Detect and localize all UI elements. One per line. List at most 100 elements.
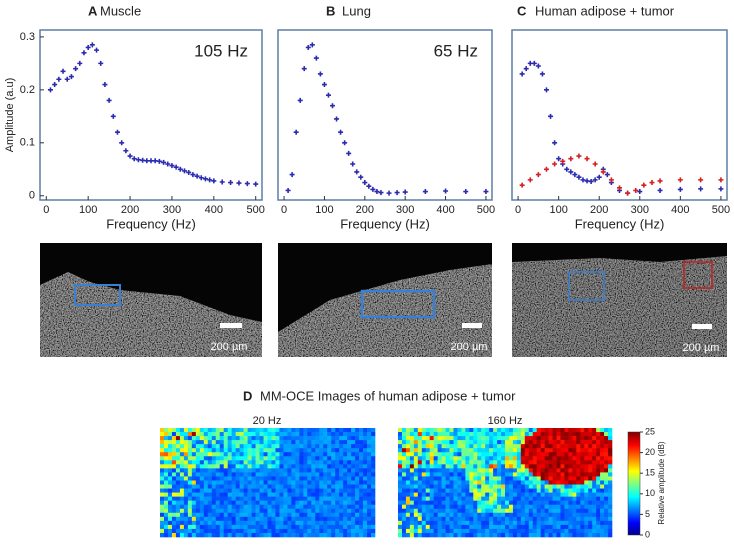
heat-cell: [359, 440, 364, 445]
heat-cell: [311, 520, 316, 526]
heat-cell: [540, 448, 545, 453]
heat-cell: [453, 532, 458, 538]
heat-cell: [536, 452, 541, 457]
heat-cell: [421, 532, 427, 538]
heat-cell: [307, 456, 312, 461]
heat-cell: [251, 500, 256, 506]
heat-cell: [604, 476, 609, 481]
heat-cell: [207, 432, 213, 437]
heat-cell: [584, 500, 589, 506]
heat-cell: [493, 460, 498, 465]
heat-cell: [363, 460, 368, 465]
heat-cell: [421, 484, 427, 489]
heat-cell: [359, 484, 364, 489]
point: [523, 66, 529, 72]
heat-cell: [263, 524, 268, 530]
heat-cell: [179, 512, 185, 518]
heat-cell: [576, 500, 581, 506]
point: [309, 42, 315, 48]
heat-cell: [413, 516, 419, 522]
heat-cell: [175, 504, 181, 510]
heat-cell: [540, 480, 545, 485]
heat-cell: [481, 472, 486, 477]
heat-cell: [171, 512, 177, 518]
heat-cell: [461, 472, 466, 477]
heat-cell: [163, 468, 169, 473]
heat-cell: [283, 496, 288, 501]
x-axis-label: Frequency (Hz): [340, 216, 430, 231]
heat-cell: [560, 520, 565, 526]
heat-cell: [243, 532, 248, 538]
heat-cell: [501, 432, 506, 437]
heat-cell: [568, 456, 573, 461]
heat-cell: [263, 512, 268, 518]
heat-cell: [592, 444, 597, 449]
heat-cell: [347, 444, 352, 449]
heat-cell: [516, 456, 522, 461]
heat-cell: [398, 496, 403, 501]
heat-cell: [540, 504, 545, 510]
heat-cell: [215, 428, 221, 433]
heat-cell: [263, 508, 268, 514]
heat-cell: [580, 532, 585, 538]
heat-cell: [473, 512, 478, 518]
x-tick-label: 300: [396, 204, 414, 216]
heat-cell: [572, 468, 577, 473]
heat-cell: [481, 448, 486, 453]
heat-cell: [501, 528, 506, 534]
heat-cell: [437, 516, 442, 522]
heat-cell: [363, 508, 368, 514]
heat-cell: [319, 432, 324, 437]
heat-cell: [413, 512, 419, 518]
heat-cell: [347, 496, 352, 501]
heat-cell: [247, 452, 252, 457]
heat-cell: [239, 440, 244, 445]
heat-cell: [433, 444, 438, 449]
heat-cell: [457, 524, 462, 530]
heat-cell: [433, 456, 438, 461]
heat-cell: [564, 504, 569, 510]
heat-cell: [532, 500, 537, 506]
heat-cell: [223, 452, 228, 457]
heat-cell: [405, 492, 411, 497]
heat-cell: [255, 532, 260, 538]
heat-cell: [255, 440, 260, 445]
heat-cell: [259, 476, 264, 481]
heat-cell: [532, 444, 537, 449]
heat-cell: [183, 504, 189, 510]
heat-cell: [413, 492, 419, 497]
heat-cell: [255, 524, 260, 530]
heat-cell: [465, 496, 470, 501]
heat-cell: [163, 428, 169, 433]
heat-cell: [588, 440, 593, 445]
heat-cell: [481, 524, 486, 530]
heat-cell: [441, 456, 446, 461]
heat-cell: [279, 488, 284, 493]
heat-cell: [339, 532, 344, 538]
heat-cell: [343, 524, 348, 530]
heat-cell: [600, 516, 605, 522]
heat-cell: [512, 472, 518, 477]
heat-cell: [187, 508, 193, 514]
heat-cell: [231, 476, 236, 481]
heat-cell: [501, 448, 506, 453]
heat-cell: [512, 476, 518, 481]
heat-cell: [319, 480, 324, 485]
heat-cell: [572, 484, 577, 489]
heat-cell: [367, 528, 372, 534]
heat-cell: [359, 496, 364, 501]
heat-cell: [187, 520, 193, 526]
heat-cell: [449, 516, 454, 522]
heat-cell: [235, 532, 240, 538]
heat-cell: [275, 496, 280, 501]
heat-cell: [351, 436, 356, 441]
heat-cell: [243, 508, 248, 514]
heat-cell: [528, 496, 534, 501]
heat-cell: [223, 472, 228, 477]
heat-cell: [560, 492, 565, 497]
heat-cell: [501, 480, 506, 485]
heat-cell: [267, 484, 272, 489]
heat-cell: [303, 444, 308, 449]
heat-cell: [417, 516, 423, 522]
heat-cell: [429, 520, 434, 526]
